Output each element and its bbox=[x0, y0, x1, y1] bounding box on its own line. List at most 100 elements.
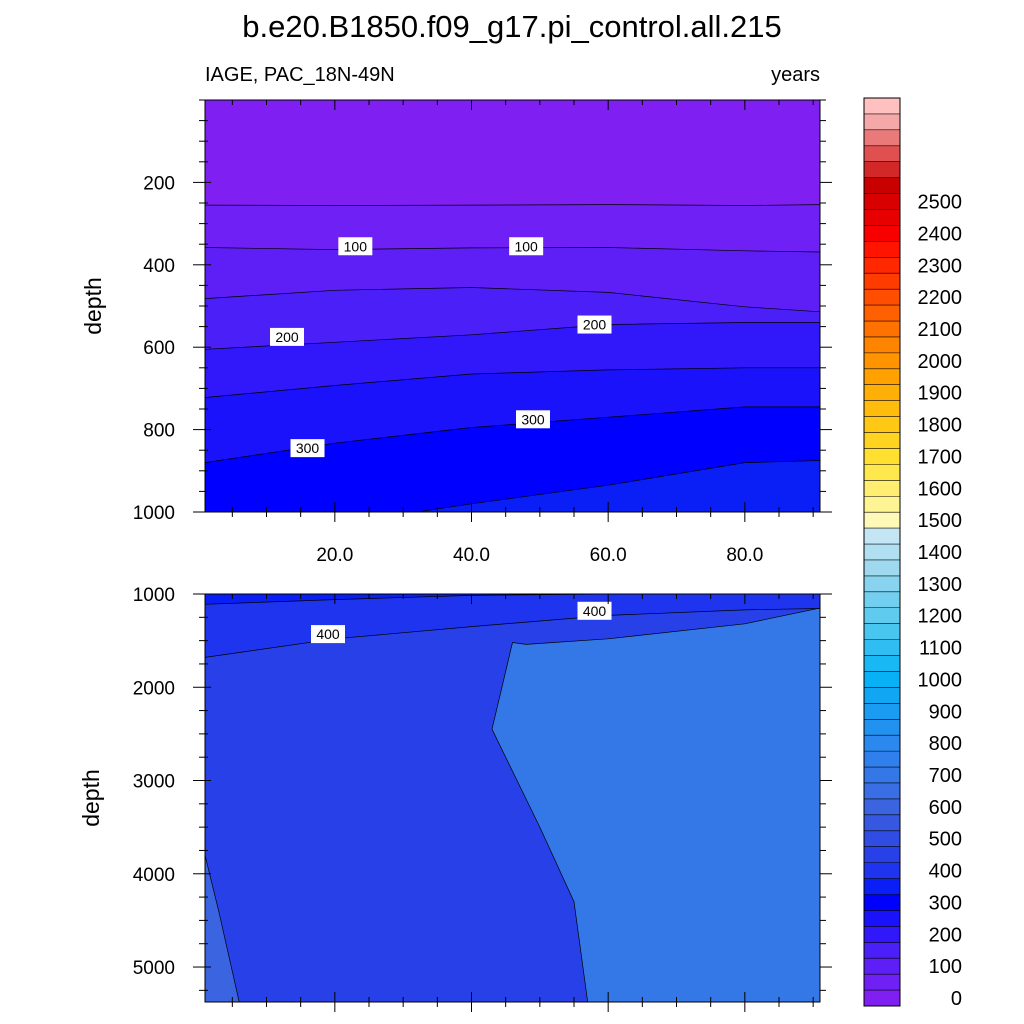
colorbar-bin bbox=[864, 830, 900, 848]
colorbar-bin bbox=[864, 113, 900, 131]
y-tick-label: 1000 bbox=[133, 585, 175, 606]
svg-text:300: 300 bbox=[521, 411, 545, 427]
colorbar-label: 2500 bbox=[918, 192, 963, 214]
colorbar-bin bbox=[864, 384, 900, 401]
contour-label: 400 bbox=[577, 601, 612, 620]
colorbar-bin bbox=[864, 942, 900, 959]
contour-line-350 bbox=[416, 460, 820, 512]
colorbar-bin bbox=[864, 639, 900, 656]
colorbar-label: 700 bbox=[929, 765, 962, 787]
colorbar-bin bbox=[864, 814, 900, 832]
colorbar-label: 800 bbox=[929, 733, 962, 755]
colorbar-bin bbox=[864, 655, 900, 672]
colorbar-bin bbox=[864, 368, 900, 386]
colorbar-bin bbox=[864, 432, 900, 449]
colorbar-label: 2400 bbox=[918, 223, 963, 245]
y-tick-label: 200 bbox=[143, 173, 175, 194]
subtitle-units: years bbox=[771, 64, 820, 86]
colorbar-label: 1200 bbox=[918, 606, 963, 628]
colorbar-bin bbox=[864, 416, 900, 433]
contour-label: 400 bbox=[311, 625, 345, 644]
colorbar-label: 0 bbox=[951, 988, 962, 1010]
colorbar-bin bbox=[864, 321, 900, 338]
colorbar-bin bbox=[864, 257, 900, 274]
colorbar-bin bbox=[864, 958, 900, 975]
colorbar-bin bbox=[864, 591, 900, 609]
chart-title: b.e20.B1850.f09_g17.pi_control.all.215 bbox=[242, 9, 782, 44]
contour-label: 100 bbox=[509, 237, 544, 256]
colorbar-bin bbox=[864, 273, 900, 290]
colorbar-bin bbox=[864, 480, 900, 497]
colorbar-label: 1600 bbox=[918, 478, 963, 500]
colorbar-bin bbox=[864, 193, 900, 210]
x-tick-label: 40.0 bbox=[453, 545, 490, 566]
svg-text:400: 400 bbox=[316, 626, 340, 642]
colorbar-bin bbox=[864, 336, 900, 354]
colorbar-bin bbox=[864, 352, 900, 370]
colorbar-label: 1700 bbox=[918, 446, 963, 468]
colorbar-bin bbox=[864, 782, 900, 800]
colorbar-label: 2300 bbox=[918, 255, 963, 277]
contour-region-500 bbox=[491, 607, 820, 1002]
colorbar-bin bbox=[864, 559, 900, 577]
svg-text:400: 400 bbox=[583, 603, 607, 619]
colorbar-bin bbox=[864, 910, 900, 927]
colorbar-bin bbox=[864, 177, 900, 194]
contour-region-edge bbox=[205, 855, 240, 1002]
colorbar-bin bbox=[864, 161, 900, 178]
lower-depth-panel: 400 400 1000 2000 3000 4000 5000 bbox=[133, 585, 832, 1012]
y-tick-label: 4000 bbox=[133, 865, 175, 886]
colorbar-bin bbox=[864, 464, 900, 481]
colorbar: 0 100 200 300 400 500 600 700 800 900 1000 1100 1200… bbox=[863, 97, 963, 1010]
colorbar-label: 100 bbox=[929, 956, 962, 978]
colorbar-bin bbox=[864, 528, 900, 545]
colorbar-label: 1500 bbox=[918, 510, 963, 532]
colorbar-bin bbox=[864, 735, 900, 752]
y-tick-label: 2000 bbox=[133, 678, 175, 699]
svg-text:100: 100 bbox=[514, 238, 538, 254]
contour-label: 300 bbox=[290, 439, 325, 458]
colorbar-bin bbox=[864, 512, 900, 529]
colorbar-label: 600 bbox=[929, 797, 962, 819]
colorbar-bin bbox=[864, 209, 900, 226]
colorbar-bin bbox=[864, 798, 900, 816]
colorbar-bin bbox=[864, 974, 900, 991]
colorbar-bin bbox=[864, 241, 900, 258]
colorbar-bin bbox=[864, 687, 900, 704]
colorbar-label: 300 bbox=[929, 892, 962, 914]
y-tick-label: 800 bbox=[143, 421, 175, 442]
colorbar-label: 2100 bbox=[918, 319, 963, 341]
colorbar-label: 1300 bbox=[918, 574, 963, 596]
y-tick-label: 1000 bbox=[133, 503, 175, 524]
colorbar-bin bbox=[864, 544, 900, 561]
colorbar-bin bbox=[864, 862, 900, 879]
colorbar-bin bbox=[864, 926, 900, 943]
colorbar-label: 500 bbox=[929, 829, 962, 851]
colorbar-label: 1100 bbox=[919, 638, 962, 660]
colorbar-label: 900 bbox=[929, 701, 962, 723]
x-tick-label: 20.0 bbox=[316, 545, 353, 566]
x-tick-label: 60.0 bbox=[590, 545, 627, 566]
svg-text:200: 200 bbox=[275, 329, 299, 345]
colorbar-bin bbox=[864, 496, 900, 513]
contour-label: 300 bbox=[516, 410, 550, 429]
colorbar-label: 2200 bbox=[918, 287, 963, 309]
contour-line-150 bbox=[205, 287, 820, 313]
colorbar-label: 400 bbox=[929, 861, 962, 883]
contour-line-50 bbox=[205, 204, 820, 206]
colorbar-bin bbox=[864, 719, 900, 736]
colorbar-bin bbox=[864, 289, 900, 306]
colorbar-bin bbox=[864, 145, 900, 163]
y-tick-label: 3000 bbox=[133, 772, 175, 793]
svg-text:200: 200 bbox=[583, 317, 607, 333]
y-axis-label-upper: depth bbox=[80, 277, 106, 335]
contour-fill-350 bbox=[416, 460, 820, 512]
colorbar-bin bbox=[864, 990, 900, 1007]
y-axis-label-lower: depth bbox=[78, 769, 104, 827]
contour-line-200 bbox=[205, 322, 820, 350]
colorbar-bin bbox=[864, 878, 900, 895]
colorbar-bin bbox=[864, 767, 900, 784]
y-tick-label: 5000 bbox=[133, 958, 175, 979]
colorbar-bin bbox=[864, 623, 900, 640]
